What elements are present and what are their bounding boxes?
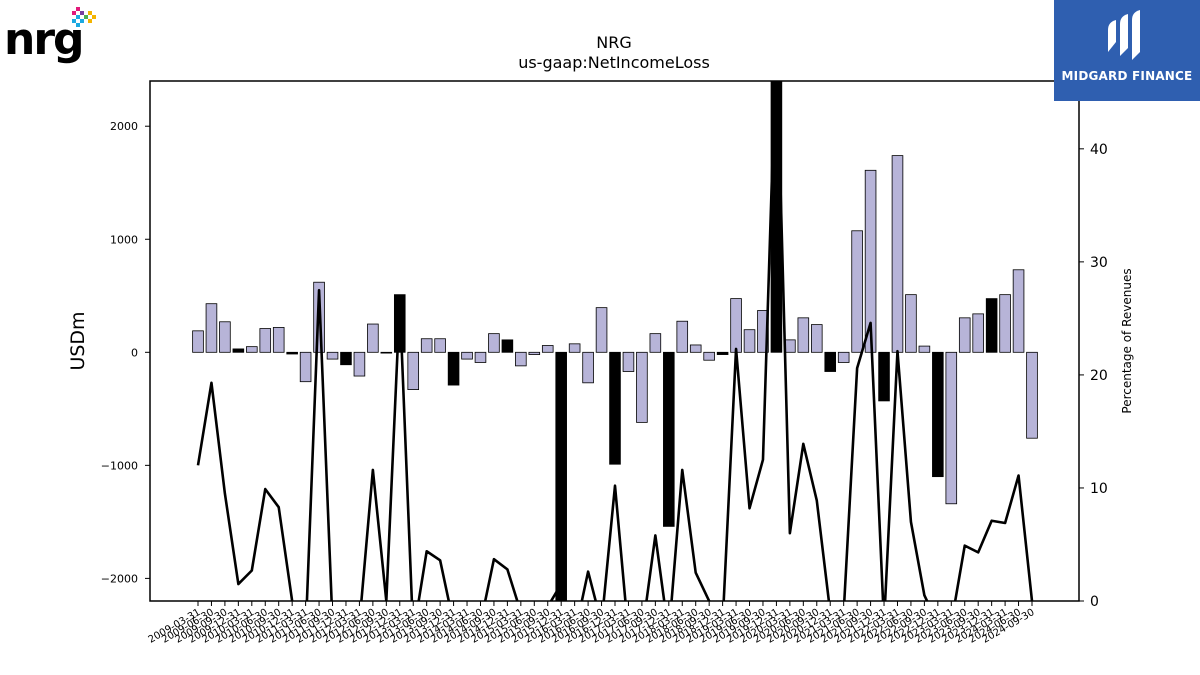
line-series — [196, 81, 1034, 601]
midgard-emblem-icon — [1108, 10, 1140, 60]
bar — [272, 327, 285, 353]
bar — [299, 351, 312, 383]
bar — [918, 345, 931, 353]
y2-tick-label: 0 — [1090, 594, 1099, 610]
line-layer — [196, 81, 1034, 601]
y2-tick-label: 10 — [1090, 481, 1108, 497]
bar — [743, 329, 756, 353]
plot-frame — [149, 80, 1080, 602]
bar — [958, 317, 971, 353]
bar — [676, 320, 689, 353]
bar — [447, 351, 460, 386]
bar — [367, 323, 379, 353]
y2-axis-label: Percentage of Revenues — [1120, 268, 1134, 413]
bar — [636, 351, 648, 423]
bar — [286, 351, 298, 355]
bar — [663, 351, 675, 527]
bar — [1012, 269, 1025, 353]
bar — [582, 351, 594, 384]
y-tick-label: −2000 — [101, 572, 138, 585]
bar — [219, 321, 231, 353]
bar — [555, 351, 567, 602]
bar — [649, 333, 662, 353]
bar — [810, 324, 823, 353]
bar — [985, 298, 998, 353]
y-axis-right: 0 10 20 30 40 — [1079, 142, 1108, 610]
bar — [461, 351, 473, 360]
bar — [434, 338, 446, 353]
bar — [703, 351, 715, 361]
bar — [353, 351, 366, 377]
bar — [205, 303, 218, 353]
bar — [515, 351, 527, 367]
y-tick-label: 0 — [131, 346, 138, 359]
bar — [407, 351, 420, 390]
bar — [878, 351, 890, 402]
bar — [326, 351, 339, 360]
bar — [851, 230, 863, 353]
bar — [622, 351, 635, 372]
bar — [972, 313, 984, 353]
bar — [837, 351, 850, 363]
bar — [246, 346, 258, 353]
y-tick-label: −1000 — [101, 459, 138, 472]
bar — [488, 333, 500, 353]
bar — [501, 339, 514, 353]
bar — [380, 351, 393, 354]
bar — [609, 351, 621, 465]
bar — [340, 351, 352, 366]
midgard-logo-text: MIDGARD FINANCE — [1061, 69, 1193, 83]
chart-title: NRG — [596, 33, 631, 52]
bar — [259, 328, 272, 353]
bar — [528, 351, 541, 355]
y2-tick-label: 20 — [1090, 368, 1108, 384]
y-axis-left: −2000 −1000 0 1000 2000 — [101, 120, 150, 585]
y-axis-label: USDm — [67, 311, 89, 370]
bar — [716, 351, 729, 355]
bar — [541, 345, 554, 353]
bar — [1026, 351, 1038, 439]
bar — [864, 169, 877, 353]
y2-tick-label: 40 — [1090, 142, 1108, 158]
bar — [192, 330, 204, 353]
y-tick-label: 1000 — [110, 233, 138, 246]
bar — [568, 343, 581, 353]
y2-tick-label: 30 — [1090, 255, 1108, 271]
chart-subtitle: us-gaap:NetIncomeLoss — [518, 53, 710, 72]
bar — [797, 317, 810, 353]
bar — [999, 294, 1011, 353]
bar — [932, 351, 944, 478]
bar — [420, 338, 433, 353]
x-axis: 2009-03-312009-06-302009-09-302009-12-31… — [147, 601, 1037, 646]
bar — [891, 155, 904, 353]
nrg-logo-text: nrg — [4, 14, 85, 65]
bar — [689, 344, 702, 353]
bar — [905, 294, 917, 353]
nrg-logo-mark-icon — [72, 7, 96, 27]
bar — [232, 348, 245, 353]
nrg-logo: nrg — [4, 4, 104, 70]
bar — [757, 310, 769, 353]
midgard-finance-logo: MIDGARD FINANCE — [1054, 0, 1200, 101]
bars-layer — [192, 80, 1038, 602]
bar — [595, 307, 608, 353]
bar — [945, 351, 958, 505]
bar — [824, 351, 837, 372]
y-tick-label: 2000 — [110, 120, 138, 133]
bar — [730, 298, 742, 353]
bar — [474, 351, 487, 363]
